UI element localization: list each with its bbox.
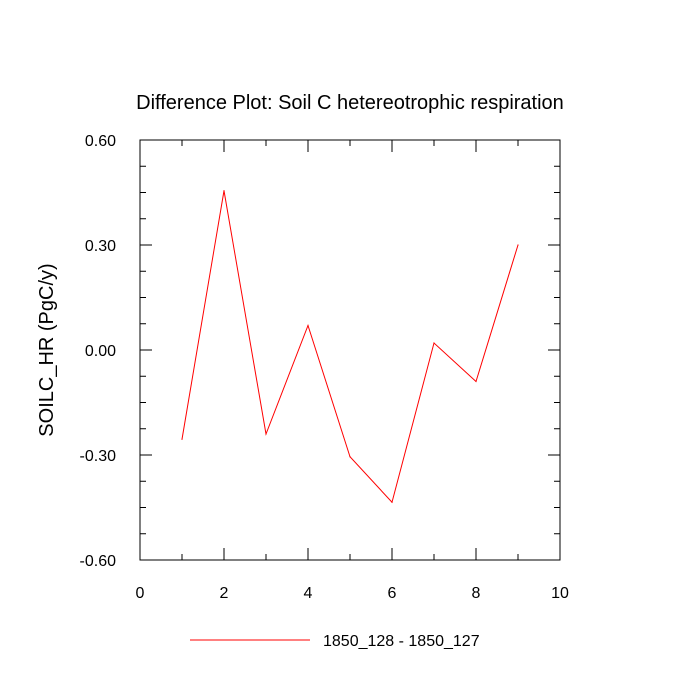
x-tick-label: 6	[388, 585, 397, 602]
plot-border	[139, 139, 561, 561]
data-point	[181, 438, 183, 440]
x-tick-label: 2	[220, 585, 229, 602]
legend-label: 1850_128 - 1850_127	[323, 633, 480, 650]
x-tick-label: 10	[551, 585, 569, 602]
plot-frame	[139, 139, 561, 561]
data-point	[349, 456, 351, 458]
series-layer	[181, 190, 519, 504]
data-point	[433, 342, 435, 344]
y-tick-label: -0.30	[80, 448, 117, 465]
data-point	[475, 380, 477, 383]
series-line	[181, 190, 519, 504]
x-tick-label: 8	[472, 585, 481, 602]
x-tick-labels: 0 2 4 6 8 10	[136, 585, 569, 602]
y-axis-label: SOILC_HR (PgC/y)	[36, 263, 58, 436]
x-tick-label: 4	[304, 585, 313, 602]
y-tick-label: -0.60	[80, 553, 117, 570]
y-tick-label: 0.60	[85, 133, 116, 150]
axis-ticks	[139, 139, 561, 561]
data-point	[223, 190, 225, 192]
data-point	[391, 501, 393, 503]
chart-title: Difference Plot: Soil C hetereotrophic r…	[136, 92, 564, 114]
y-tick-label: 0.00	[85, 343, 116, 360]
y-tick-label: 0.30	[85, 238, 116, 255]
y-tick-labels: -0.60 -0.30 0.00 0.30 0.60	[80, 133, 117, 570]
legend: 1850_128 - 1850_127	[190, 633, 480, 650]
data-point	[307, 324, 309, 327]
data-point	[517, 244, 519, 246]
x-tick-label: 0	[136, 585, 145, 602]
data-point	[265, 433, 267, 435]
